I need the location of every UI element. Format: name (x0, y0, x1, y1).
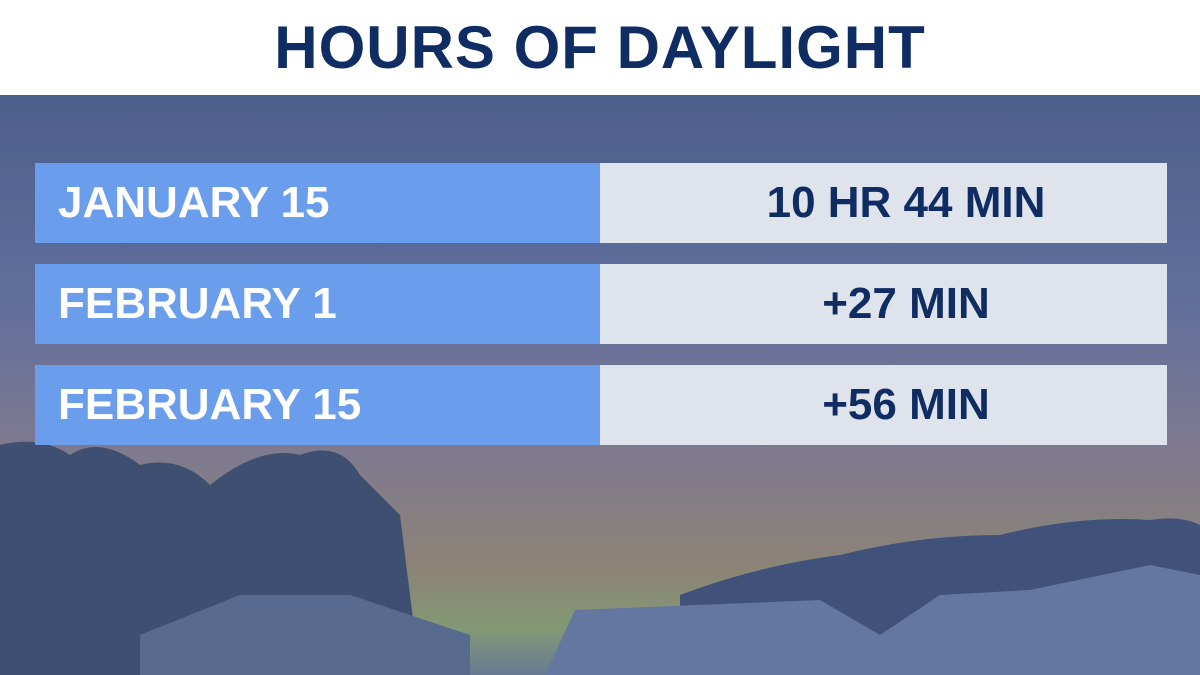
table-row: FEBRUARY 1 +27 MIN (35, 264, 1167, 344)
header: HOURS OF DAYLIGHT (0, 0, 1200, 95)
row-value: +27 MIN (600, 264, 1167, 344)
row-label: FEBRUARY 15 (35, 365, 600, 445)
table-row: JANUARY 15 10 HR 44 MIN (35, 163, 1167, 243)
table-row: FEBRUARY 15 +56 MIN (35, 365, 1167, 445)
row-label: JANUARY 15 (35, 163, 600, 243)
row-value: +56 MIN (600, 365, 1167, 445)
title: HOURS OF DAYLIGHT (274, 14, 926, 81)
row-value: 10 HR 44 MIN (600, 163, 1167, 243)
table: JANUARY 15 10 HR 44 MIN FEBRUARY 1 +27 MIN F… (35, 163, 1167, 466)
row-label: FEBRUARY 1 (35, 264, 600, 344)
